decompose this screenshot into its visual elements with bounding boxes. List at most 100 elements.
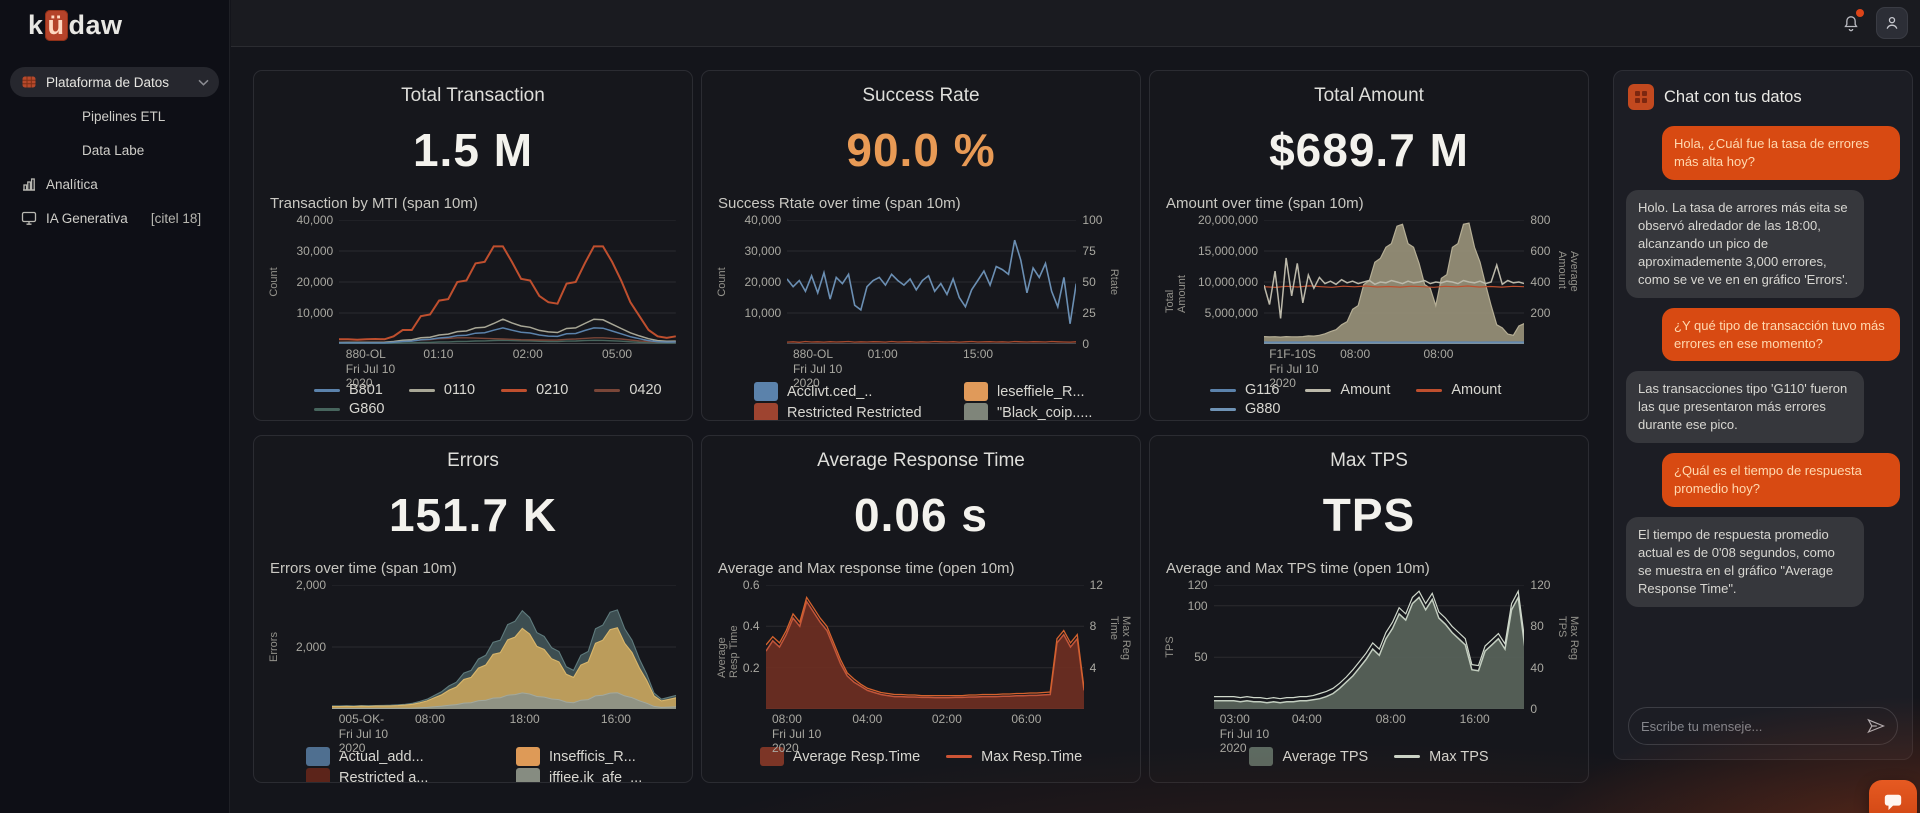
legend-label: Amount bbox=[1340, 382, 1391, 398]
legend-label: leseffiele_R... bbox=[997, 383, 1085, 400]
y-axis-ticks-right: 0 25 50 75 100 bbox=[1082, 213, 1103, 351]
metric-card-total-amount: Total Amount $689.7 M Amount over time (sp… bbox=[1149, 70, 1589, 421]
sidebar-item-analitica[interactable]: Analítica bbox=[10, 169, 219, 199]
legend-label: Restricted Restricted bbox=[787, 404, 922, 421]
database-icon-wrap bbox=[20, 74, 37, 91]
legend-row: B801 0110 0210 0420 bbox=[270, 382, 676, 398]
chart-legend: Actual_add... Insefficis_R... Restricted a… bbox=[270, 747, 676, 783]
notifications-button[interactable] bbox=[1838, 8, 1864, 38]
chart-plot bbox=[787, 220, 1076, 344]
chat-message-bot: El tiempo de respuesta promedio actual e… bbox=[1626, 517, 1864, 607]
legend-item[interactable]: Acclivt.ced_.. bbox=[754, 382, 964, 401]
chart-subtitle: Average and Max response time (open 10m) bbox=[718, 560, 1015, 577]
legend-item[interactable]: 0210 bbox=[501, 382, 568, 398]
legend-item[interactable]: leseffiele_R... bbox=[964, 382, 1124, 401]
x-tick: 01:00 bbox=[867, 347, 898, 361]
legend-item[interactable]: 0420 bbox=[594, 382, 662, 398]
chat-message-bot: Las transacciones tipo 'G110' fueron las… bbox=[1626, 371, 1864, 444]
topbar bbox=[231, 0, 1920, 47]
legend-swatch bbox=[306, 768, 330, 782]
legend-item[interactable]: Insefficis_R... bbox=[516, 747, 676, 766]
legend-label: iffiee.ik_afe_... bbox=[549, 769, 643, 783]
chat-fab-button[interactable] bbox=[1869, 780, 1917, 813]
avatar-button[interactable] bbox=[1876, 7, 1908, 39]
legend-item[interactable]: iffiee.ik_afe_... bbox=[516, 768, 676, 783]
legend-item[interactable]: G860 bbox=[314, 401, 384, 417]
x-tick: 15:00 bbox=[963, 347, 994, 361]
chat-bot-icon bbox=[1628, 84, 1654, 110]
monitor-icon bbox=[21, 211, 36, 225]
legend-swatch bbox=[1210, 388, 1236, 392]
legend-item[interactable]: Actual_add... bbox=[306, 747, 516, 766]
legend-item[interactable]: G880 bbox=[1210, 401, 1280, 417]
sidebar-chevron[interactable] bbox=[198, 79, 209, 86]
sidebar-item-data-labe[interactable]: Data Labe bbox=[10, 135, 219, 165]
legend-swatch bbox=[594, 388, 621, 392]
chart-area: Count 10,000 20,000 30,000 40,000 bbox=[268, 213, 676, 344]
chat-message-user: Hola, ¿Cuál fue la tasa de errores más a… bbox=[1662, 126, 1900, 180]
legend-swatch bbox=[306, 747, 330, 766]
chart-subtitle: Transaction by MTI (span 10m) bbox=[270, 195, 478, 212]
chart-plot bbox=[332, 585, 676, 709]
legend-item[interactable]: "Black_coip..... bbox=[964, 403, 1124, 421]
y-axis-label-left: Average Resp Time bbox=[716, 625, 740, 678]
x-tick: 01:10 bbox=[423, 347, 454, 361]
bot-face-icon bbox=[1635, 91, 1647, 103]
x-axis-ticks: 880-OL Fri Jul 10 2020 01:10 02:00 05:00 bbox=[339, 347, 670, 390]
legend-item[interactable]: Max TPS bbox=[1394, 749, 1489, 765]
legend-swatch bbox=[1416, 388, 1443, 392]
legend-row: G116 Amount Amount bbox=[1166, 382, 1572, 398]
x-tick: 06:00 bbox=[1011, 712, 1042, 726]
card-title: Max TPS bbox=[1330, 450, 1408, 471]
legend-label: Amount bbox=[1451, 382, 1502, 398]
sidebar-item-plataforma-de-datos[interactable]: Plataforma de Datos bbox=[10, 67, 219, 97]
legend-label: Max Resp.Time bbox=[981, 748, 1083, 765]
card-title: Total Transaction bbox=[401, 85, 545, 106]
x-tick: 16:00 bbox=[600, 712, 631, 726]
legend-swatch bbox=[516, 768, 540, 782]
metric-value: 151.7 K bbox=[388, 489, 558, 541]
notification-dot bbox=[1856, 9, 1864, 17]
y-axis-ticks-left: 0.2 0.4 0.6 bbox=[742, 578, 760, 675]
x-tick: 03:00 Fri Jul 10 2020 bbox=[1219, 712, 1270, 756]
sidebar-item-label: Data Labe bbox=[82, 142, 145, 158]
legend-label: Restricted a... bbox=[339, 769, 429, 783]
chart-plot-wrap bbox=[1213, 585, 1525, 709]
legend-label: Insefficis_R... bbox=[549, 748, 636, 765]
x-tick: 04:00 bbox=[852, 712, 883, 726]
legend-item[interactable]: Restricted Restricted bbox=[754, 403, 964, 421]
legend-item[interactable]: Max Resp.Time bbox=[946, 749, 1082, 765]
legend-row: Actual_add... Insefficis_R... bbox=[270, 747, 676, 766]
legend-item[interactable]: Restricted a... bbox=[306, 768, 516, 783]
legend-row: G880 bbox=[1166, 401, 1572, 417]
sidebar-item-pipelines-etl[interactable]: Pipelines ETL bbox=[10, 101, 219, 131]
y-axis-label-left: Count bbox=[268, 267, 280, 297]
legend-label: G880 bbox=[1245, 401, 1281, 417]
legend-label: 0110 bbox=[443, 382, 476, 398]
y-axis-label-left: TPS bbox=[1164, 636, 1176, 658]
legend-item[interactable]: Amount bbox=[1416, 382, 1501, 398]
chart-subtitle: Average and Max TPS time (open 10m) bbox=[1166, 560, 1430, 577]
x-tick: 08:00 bbox=[1340, 347, 1371, 361]
chat-message-user: ¿Y qué tipo de transacción tuvo más erro… bbox=[1662, 307, 1900, 362]
legend-label: "Black_coip..... bbox=[997, 404, 1093, 421]
chart-legend: G116 Amount Amount G880 bbox=[1166, 382, 1572, 417]
send-button[interactable] bbox=[1867, 718, 1885, 734]
legend-swatch bbox=[408, 388, 435, 392]
chart-plot-wrap bbox=[765, 585, 1084, 709]
metric-card-average-response-time: Average Response Time 0.06 s Average and M… bbox=[701, 435, 1141, 783]
brand-logo: k ü daw bbox=[0, 0, 229, 41]
chat-input[interactable] bbox=[1641, 718, 1867, 734]
sidebar-item-ia-generativa[interactable]: IA Generativa [citel 18] bbox=[10, 203, 219, 233]
x-axis-ticks: 005-OK- Fri Jul 10 2020 08:00 18:00 16:00 bbox=[332, 712, 670, 755]
sidebar-item-label: Analítica bbox=[46, 176, 98, 192]
chart-subtitle: Errors over time (span 10m) bbox=[270, 560, 457, 577]
metric-card-errors: Errors 151.7 K Errors over time (span 10m)… bbox=[253, 435, 693, 783]
sidebar-item-suffix: [citel 18] bbox=[150, 210, 202, 226]
logo-accent-mark: ü bbox=[44, 10, 68, 41]
legend-label: 0420 bbox=[629, 382, 662, 398]
chart-legend: B801 0110 0210 0420 G860 bbox=[270, 382, 676, 417]
legend-item[interactable]: 0110 bbox=[408, 382, 476, 398]
sidebar: k ü daw Plataforma de Datos Pipelines ETL Da… bbox=[0, 0, 230, 813]
chart-plot-wrap bbox=[787, 220, 1076, 344]
